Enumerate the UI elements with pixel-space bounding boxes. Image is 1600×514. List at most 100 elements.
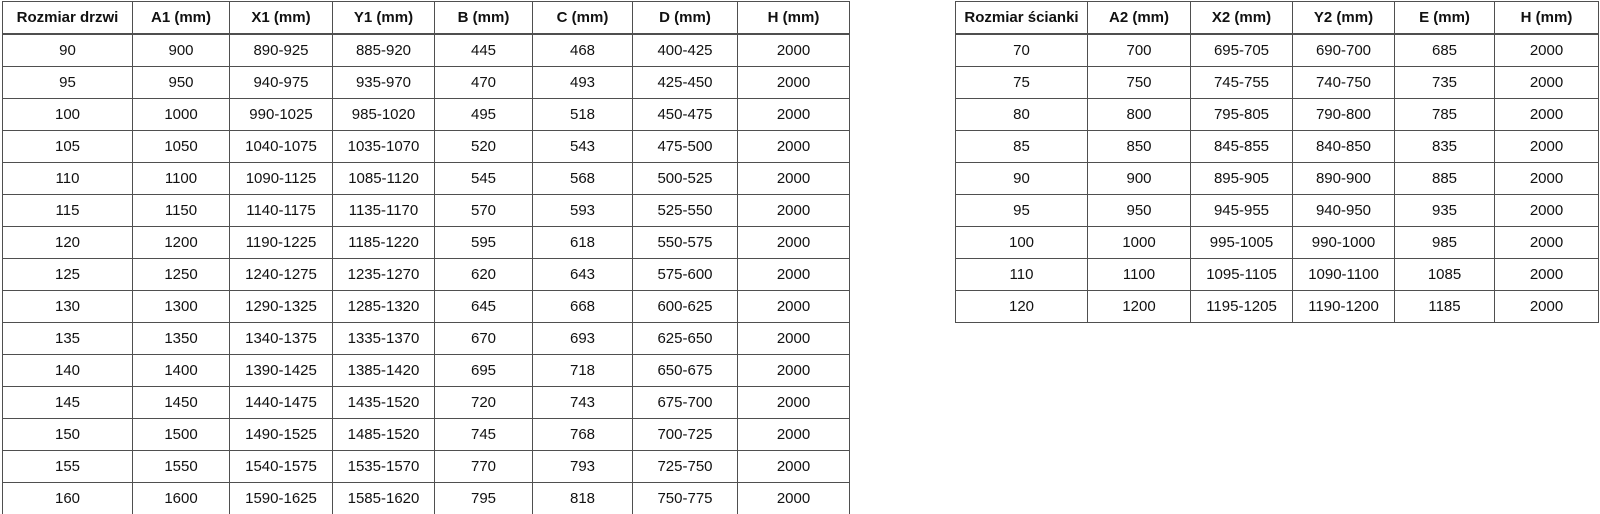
table-cell: 1000	[132, 98, 230, 131]
table-cell: 110	[2, 162, 133, 195]
table-cell: 95	[955, 194, 1088, 227]
table-cell: 625-650	[632, 322, 738, 355]
table-row: 105 1050 1040-1075 1035-1070 520 543 475-500 20…	[2, 130, 850, 163]
table-cell: 1035-1070	[332, 130, 435, 163]
column-header: H (mm)	[737, 1, 850, 35]
table-cell: 2000	[1494, 258, 1599, 291]
table-cell: 1600	[132, 482, 230, 514]
table-cell: 890-925	[229, 33, 333, 67]
table-cell: 2000	[737, 386, 850, 419]
table-cell: 720	[434, 386, 533, 419]
table-cell: 125	[2, 258, 133, 291]
table-cell: 935-970	[332, 66, 435, 99]
table-cell: 645	[434, 290, 533, 323]
table-cell: 2000	[737, 418, 850, 451]
table-cell: 1090-1100	[1292, 258, 1395, 291]
table-cell: 950	[132, 66, 230, 99]
table-cell: 940-950	[1292, 194, 1395, 227]
table-row: 150 1500 1490-1525 1485-1520 745 768 700-725 20…	[2, 418, 850, 451]
table-cell: 85	[955, 130, 1088, 163]
table-cell: 770	[434, 450, 533, 483]
table-cell: 935	[1394, 194, 1495, 227]
table-cell: 2000	[1494, 162, 1599, 195]
table-row: 90 900 890-925 885-920 445 468 400-425 2000	[2, 33, 850, 67]
column-header: X2 (mm)	[1190, 1, 1293, 35]
table-cell: 900	[1087, 162, 1191, 195]
table-cell: 1590-1625	[229, 482, 333, 514]
table-cell: 475-500	[632, 130, 738, 163]
table-cell: 1440-1475	[229, 386, 333, 419]
table-cell: 1185-1220	[332, 226, 435, 259]
table-cell: 145	[2, 386, 133, 419]
table-cell: 793	[532, 450, 633, 483]
table-cell: 700	[1087, 33, 1191, 67]
table-cell: 120	[2, 226, 133, 259]
table-cell: 1350	[132, 322, 230, 355]
column-header: E (mm)	[1394, 1, 1495, 35]
table-row: 115 1150 1140-1175 1135-1170 570 593 525-550 20…	[2, 194, 850, 227]
table-row: 90 900 895-905 890-900 885 2000	[955, 162, 1599, 195]
table-cell: 1100	[132, 162, 230, 195]
table-cell: 2000	[1494, 194, 1599, 227]
column-header: Rozmiar ścianki	[955, 1, 1088, 35]
table-cell: 985-1020	[332, 98, 435, 131]
table-cell: 2000	[737, 130, 850, 163]
table-cell: 500-525	[632, 162, 738, 195]
table-cell: 80	[955, 98, 1088, 131]
table-cell: 1385-1420	[332, 354, 435, 387]
table-cell: 740-750	[1292, 66, 1395, 99]
table-cell: 795	[434, 482, 533, 514]
table-cell: 1085-1120	[332, 162, 435, 195]
table-cell: 725-750	[632, 450, 738, 483]
table-cell: 90	[2, 33, 133, 67]
table-row: 110 1100 1095-1105 1090-1100 1085 2000	[955, 258, 1599, 291]
table-row: 120 1200 1195-1205 1190-1200 1185 2000	[955, 290, 1599, 323]
table-cell: 160	[2, 482, 133, 514]
table-cell: 945-955	[1190, 194, 1293, 227]
table-cell: 1240-1275	[229, 258, 333, 291]
table-cell: 1185	[1394, 290, 1495, 323]
table-cell: 643	[532, 258, 633, 291]
column-header: C (mm)	[532, 1, 633, 35]
table-cell: 445	[434, 33, 533, 67]
table-cell: 2000	[737, 33, 850, 67]
table-cell: 1300	[132, 290, 230, 323]
door-size-table: Rozmiar drzwi A1 (mm) X1 (mm) Y1 (mm) B (mm)…	[2, 1, 850, 514]
table-cell: 1390-1425	[229, 354, 333, 387]
table-cell: 818	[532, 482, 633, 514]
table-cell: 2000	[737, 98, 850, 131]
table-cell: 995-1005	[1190, 226, 1293, 259]
table-cell: 1435-1520	[332, 386, 435, 419]
table-cell: 950	[1087, 194, 1191, 227]
table-cell: 990-1000	[1292, 226, 1395, 259]
table-cell: 1540-1575	[229, 450, 333, 483]
table-cell: 900	[132, 33, 230, 67]
table-cell: 2000	[737, 482, 850, 514]
header-row: Rozmiar drzwi A1 (mm) X1 (mm) Y1 (mm) B (mm)…	[2, 1, 850, 35]
header-row: Rozmiar ścianki A2 (mm) X2 (mm) Y2 (mm) E (m…	[955, 1, 1599, 35]
table-row: 75 750 745-755 740-750 735 2000	[955, 66, 1599, 99]
table-cell: 545	[434, 162, 533, 195]
table-row: 140 1400 1390-1425 1385-1420 695 718 650-675 20…	[2, 354, 850, 387]
table-cell: 115	[2, 194, 133, 227]
table-cell: 675-700	[632, 386, 738, 419]
table-cell: 425-450	[632, 66, 738, 99]
table-cell: 750-775	[632, 482, 738, 514]
table-cell: 1090-1125	[229, 162, 333, 195]
table-cell: 1400	[132, 354, 230, 387]
table-row: 120 1200 1190-1225 1185-1220 595 618 550-575 20…	[2, 226, 850, 259]
column-header: Rozmiar drzwi	[2, 1, 133, 35]
table-cell: 990-1025	[229, 98, 333, 131]
table-cell: 735	[1394, 66, 1495, 99]
table-cell: 1200	[132, 226, 230, 259]
table-cell: 1335-1370	[332, 322, 435, 355]
table-cell: 400-425	[632, 33, 738, 67]
table-cell: 70	[955, 33, 1088, 67]
table-cell: 600-625	[632, 290, 738, 323]
table-cell: 1535-1570	[332, 450, 435, 483]
table-row: 80 800 795-805 790-800 785 2000	[955, 98, 1599, 131]
table-cell: 593	[532, 194, 633, 227]
table-row: 95 950 940-975 935-970 470 493 425-450 2000	[2, 66, 850, 99]
table-cell: 1290-1325	[229, 290, 333, 323]
table-cell: 2000	[737, 226, 850, 259]
